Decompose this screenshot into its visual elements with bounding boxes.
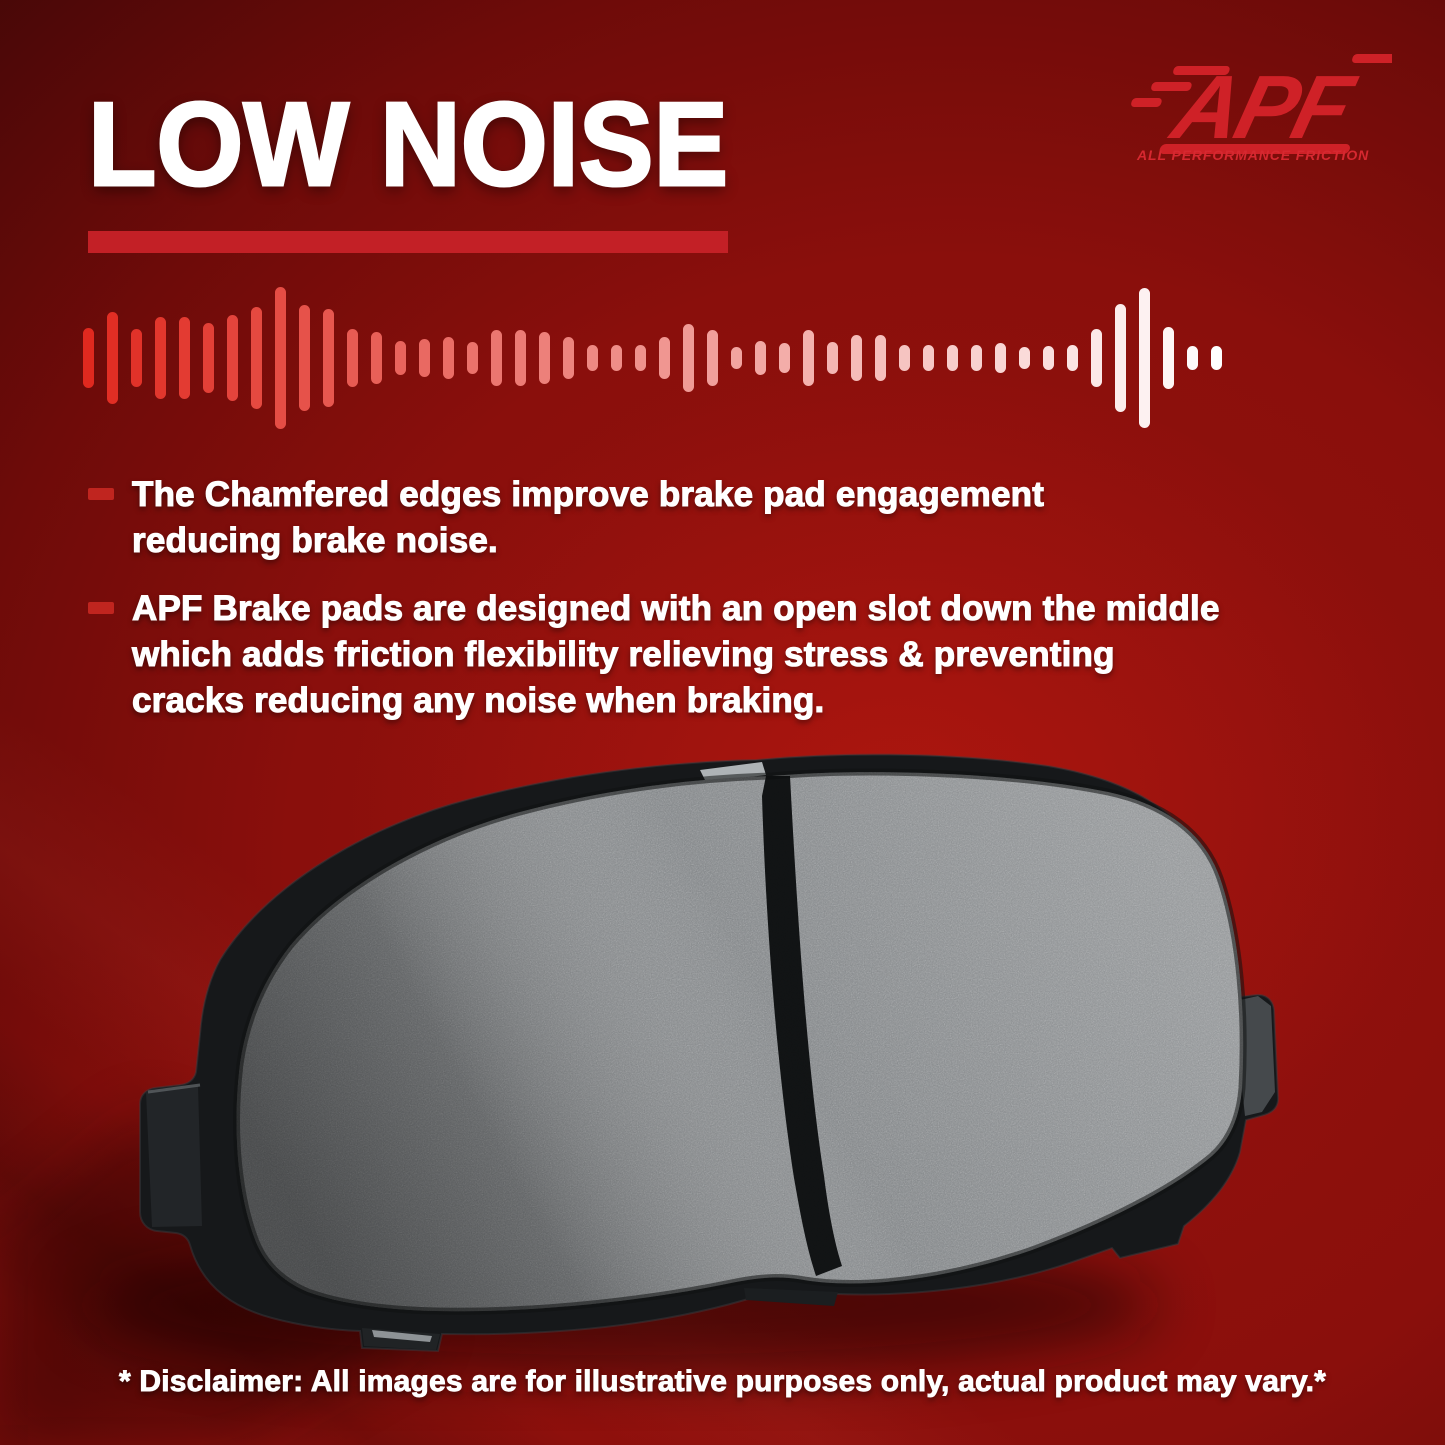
center-slot	[762, 776, 842, 1276]
soundwave-bar	[635, 345, 646, 371]
soundwave-bar	[947, 345, 958, 371]
soundwave-bar	[1043, 346, 1054, 370]
soundwave-bar	[371, 332, 382, 384]
soundwave-bar	[731, 347, 742, 369]
soundwave-bar	[875, 335, 886, 381]
soundwave-bar	[227, 315, 238, 401]
soundwave-bar	[491, 330, 502, 386]
soundwave-bar	[1163, 327, 1174, 389]
soundwave-bar	[563, 337, 574, 379]
soundwave-bar	[1139, 288, 1150, 428]
soundwave-bar	[683, 324, 694, 392]
soundwave-bar	[1211, 346, 1222, 370]
soundwave-bar	[443, 337, 454, 379]
logo-swoosh	[1159, 144, 1350, 154]
soundwave-bar	[155, 317, 166, 399]
soundwave-bar	[83, 328, 94, 388]
soundwave-bar	[251, 307, 262, 409]
title-underline	[88, 231, 728, 253]
soundwave-bar	[659, 337, 670, 379]
soundwave-bar	[923, 345, 934, 371]
friction-shading	[236, 772, 1244, 1312]
logo-brand-text: APF	[1162, 57, 1365, 157]
soundwave-bar	[515, 330, 526, 386]
right-tab	[1239, 996, 1275, 1116]
bullet-line: APF Brake pads are designed with an open…	[131, 588, 1220, 628]
bullet-line: reducing brake noise.	[131, 520, 498, 560]
bullet-item: APF Brake pads are designed with an open…	[88, 586, 1220, 724]
soundwave-bar	[323, 309, 334, 407]
soundwave-bar	[395, 341, 406, 375]
soundwave-bar	[467, 342, 478, 374]
bullet-item: The Chamfered edges improve brake pad en…	[88, 472, 1044, 564]
soundwave-bar	[779, 343, 790, 373]
page-title: LOW NOISE	[87, 78, 730, 211]
bottom-clip-highlight	[372, 1330, 432, 1342]
chamfered-edge	[233, 768, 1247, 1315]
speed-line-icon	[1173, 66, 1230, 75]
soundwave-bar	[1115, 304, 1126, 412]
soundwave-bar	[827, 342, 838, 374]
soundwave-bar	[899, 345, 910, 371]
soundwave-bar	[1187, 346, 1198, 370]
soundwave-bar	[611, 345, 622, 371]
logo-tagline: ALL PERFORMANCE FRICTION	[1137, 147, 1370, 163]
soundwave-bar	[707, 330, 718, 386]
soundwave-bar	[203, 323, 214, 393]
soundwave-bar	[1091, 329, 1102, 387]
bullet-marker-icon	[88, 488, 114, 500]
soundwave-bar	[419, 339, 430, 377]
soundwave-bar	[107, 312, 118, 404]
bullet-marker-icon	[88, 602, 114, 614]
disclaimer-text: * Disclaimer: All images are for illustr…	[118, 1365, 1327, 1399]
speed-line-icon	[1131, 98, 1162, 107]
soundwave-bar	[539, 332, 550, 384]
soundwave-bar	[179, 317, 190, 399]
soundwave-bar	[995, 343, 1006, 373]
soundwave	[83, 283, 1243, 433]
soundwave-bar	[299, 305, 310, 411]
soundwave-bar	[1019, 347, 1030, 369]
apf-logo: APF	[1131, 54, 1392, 158]
soundwave-bar	[803, 330, 814, 386]
bullet-text: The Chamfered edges improve brake pad en…	[131, 472, 1045, 564]
bullet-line: cracks reducing any noise when braking.	[131, 680, 825, 720]
bottom-clip	[744, 1288, 838, 1306]
soundwave-bar	[755, 341, 766, 375]
bullet-line: which adds friction flexibility relievin…	[131, 634, 1115, 674]
speed-line-icon	[1151, 82, 1192, 91]
left-tab-highlight	[147, 1083, 201, 1094]
speed-line-icon	[1352, 54, 1392, 63]
soundwave-bar	[131, 329, 142, 387]
soundwave-bar	[587, 345, 598, 371]
left-tab	[146, 1086, 202, 1227]
soundwave-bar	[1067, 345, 1078, 371]
soundwave-bar	[851, 335, 862, 381]
soundwave-bar	[971, 345, 982, 371]
bullet-line: The Chamfered edges improve brake pad en…	[131, 474, 1045, 514]
soundwave-bar	[347, 329, 358, 387]
soundwave-bar	[275, 287, 286, 429]
bullet-text: APF Brake pads are designed with an open…	[131, 586, 1220, 724]
